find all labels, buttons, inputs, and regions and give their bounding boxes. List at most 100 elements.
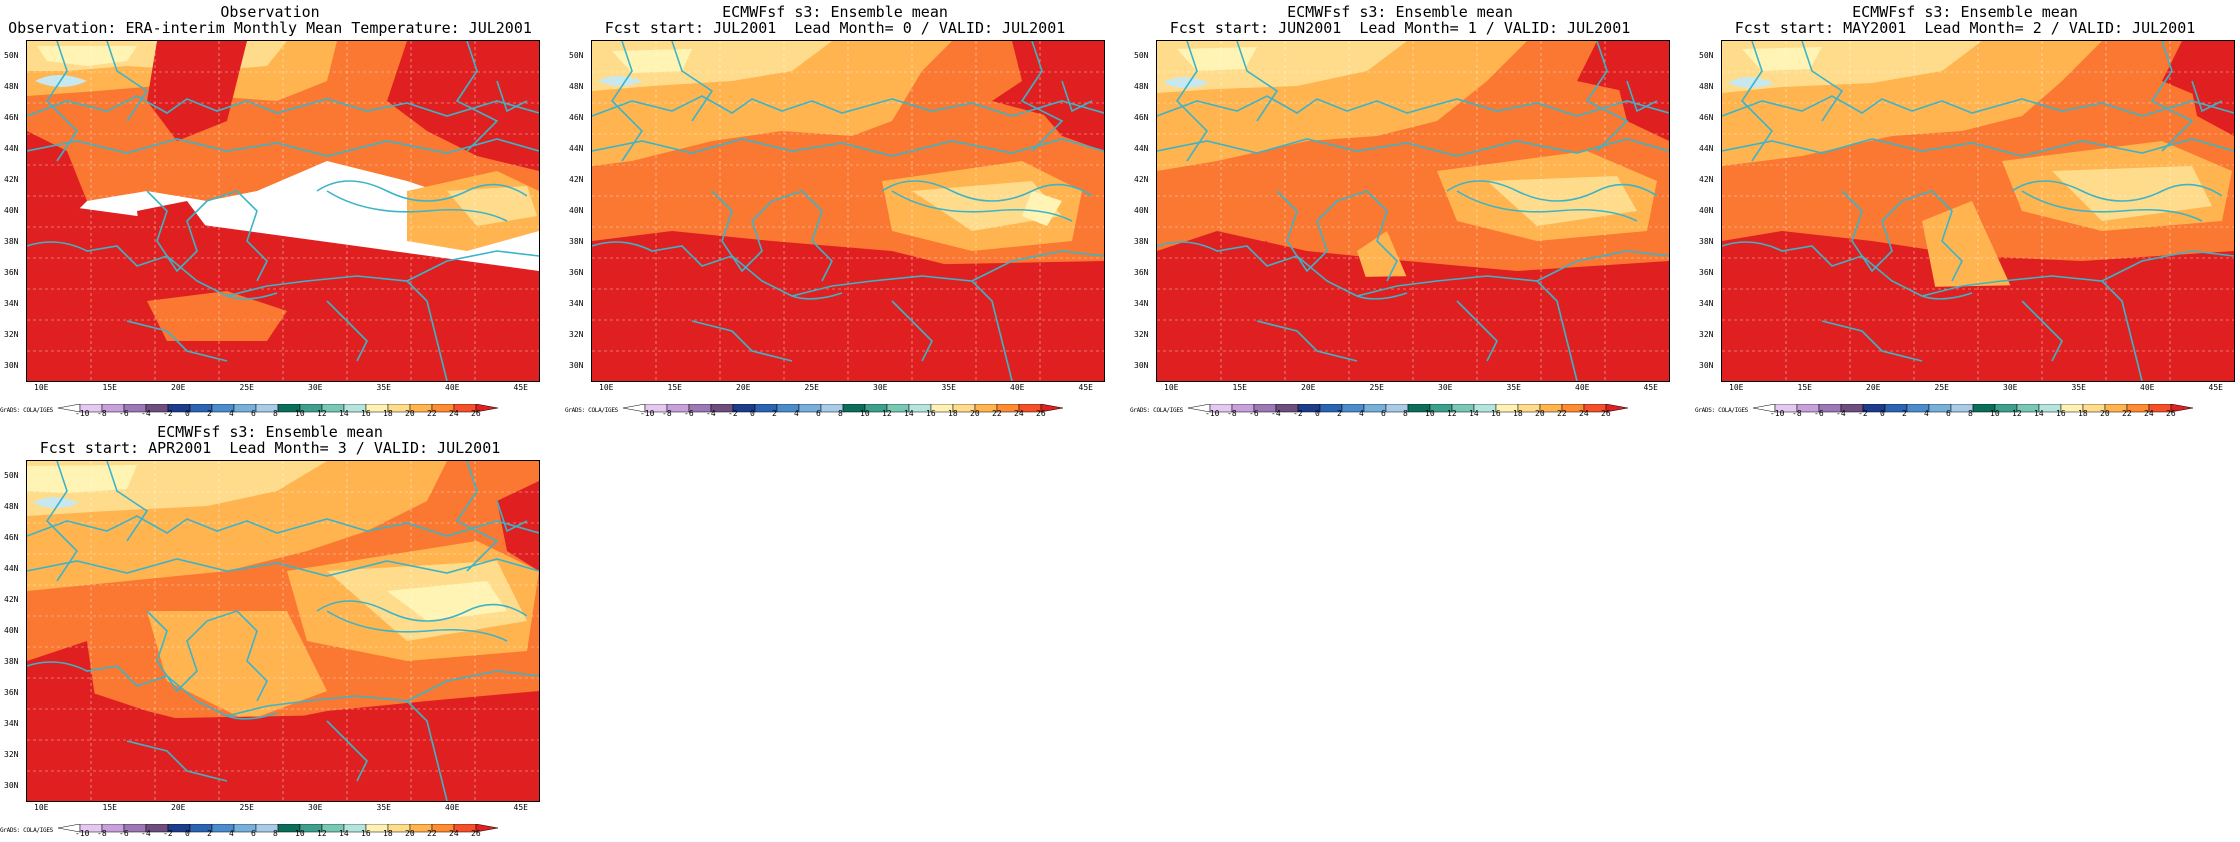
coastline [1020, 41, 1064, 152]
coastline [455, 461, 499, 572]
coastline [27, 661, 539, 717]
colorbar-tick-label: -6 [684, 409, 694, 418]
coastline [226, 292, 278, 300]
colorbar-tick-label: 26 [1601, 409, 1611, 418]
lon-label: 25E [804, 383, 819, 392]
colorbar-tick-label: 0 [1315, 409, 1320, 418]
colorbar-tick-label: 20 [405, 409, 415, 418]
coastline [881, 180, 1093, 202]
colorbar-tick-label: 2 [207, 409, 212, 418]
temperature-contour [387, 581, 507, 621]
temperature-contour [147, 41, 247, 141]
lat-label: 46N [4, 113, 19, 122]
colorbar-tick-label: 8 [273, 829, 278, 838]
colorbar-tick-label: 10 [860, 409, 870, 418]
panel-subtitle: Fcst start: JUN2001 Lead Month= 1 / VALI… [1169, 19, 1631, 37]
lat-label: 34N [4, 719, 19, 728]
lon-label: 25E [239, 803, 254, 812]
colorbar-tick-label: 18 [1513, 409, 1523, 418]
map-panel: ECMWFsf s3: Ensemble mean Fcst start: MAY… [1695, 0, 2235, 420]
lat-label: 48N [1134, 82, 1149, 91]
colorbar-tick-label: 0 [185, 409, 190, 418]
colorbar [57, 823, 499, 837]
colorbar-tick-label: 22 [2122, 409, 2132, 418]
colorbar-swatch [475, 823, 499, 833]
lat-label: 34N [4, 299, 19, 308]
temperature-contour [27, 641, 97, 721]
colorbar-tick-label: -4 [706, 409, 716, 418]
colorbar-tick-label: 22 [1557, 409, 1567, 418]
coastline [326, 720, 368, 782]
coastline [1626, 80, 1658, 113]
colorbar-tick-label: 8 [1968, 409, 1973, 418]
colorbar-tick-label: 16 [926, 409, 936, 418]
colorbar-tick-label: 18 [383, 409, 393, 418]
panel-title: ECMWFsf s3: Ensemble mean [157, 423, 383, 441]
colorbar-tick-label: 10 [295, 409, 305, 418]
coastline [27, 558, 539, 577]
lat-label: 42N [4, 595, 19, 604]
lat-label: 36N [1699, 268, 1714, 277]
lon-label: 20E [171, 803, 186, 812]
colorbar-tick-label: -6 [1249, 409, 1259, 418]
colorbar-tick-label: 20 [1535, 409, 1545, 418]
temperature-contour [147, 291, 287, 341]
lat-label: 46N [569, 113, 584, 122]
coastline [326, 610, 508, 642]
colorbar-credit: GrADS: COLA/IGES [1130, 407, 1183, 414]
lat-label: 36N [4, 268, 19, 277]
colorbar-tick-label: 6 [251, 409, 256, 418]
temperature-contour [33, 497, 79, 508]
colorbar-tick-label: 20 [405, 829, 415, 838]
lon-label: 10E [34, 383, 49, 392]
lat-label: 46N [1134, 113, 1149, 122]
coastline [711, 190, 773, 273]
temperature-contour [387, 41, 539, 171]
colorbar-tick-label: 10 [1425, 409, 1435, 418]
colorbar-tick-label: -4 [141, 409, 151, 418]
colorbar [57, 403, 499, 417]
lon-label: 30E [308, 803, 323, 812]
colorbar-tick-label: -10 [1770, 409, 1785, 418]
coastline [1446, 180, 1658, 202]
lat-label: 48N [1699, 82, 1714, 91]
lon-label: 45E [513, 803, 528, 812]
coastline [1841, 190, 1903, 273]
colorbar-tick-label: 14 [339, 409, 349, 418]
coastline [1536, 280, 1578, 381]
lon-label: 20E [171, 383, 186, 392]
temperature-map [592, 41, 1104, 381]
coastline [592, 95, 1104, 117]
lat-label: 32N [1699, 330, 1714, 339]
lon-label: 35E [941, 383, 956, 392]
colorbar [1187, 403, 1629, 417]
colorbar-tick-label: 2 [772, 409, 777, 418]
colorbar-tick-label: 0 [1880, 409, 1885, 418]
coastline [126, 320, 228, 362]
lon-label: 30E [873, 383, 888, 392]
coastline [1061, 80, 1093, 113]
lat-label: 38N [4, 657, 19, 666]
coastline [1175, 41, 1209, 162]
coastline [27, 241, 539, 297]
colorbar-tick-label: 2 [207, 829, 212, 838]
colorbar-tick-label: 10 [1990, 409, 2000, 418]
lat-label: 30N [1699, 361, 1714, 370]
coastline [496, 80, 528, 113]
coastline [1722, 95, 2234, 117]
lat-label: 38N [1134, 237, 1149, 246]
lon-label: 25E [239, 383, 254, 392]
temperature-map [27, 41, 539, 381]
panel-title: ECMWFsf s3: Ensemble mean [722, 3, 948, 21]
colorbar-tick-label: -4 [1271, 409, 1281, 418]
lat-label: 40N [569, 206, 584, 215]
temperature-contour [137, 201, 217, 301]
colorbar-credit: GrADS: COLA/IGES [0, 827, 53, 834]
coastline [27, 515, 539, 537]
lat-label: 48N [569, 82, 584, 91]
coastline [1157, 95, 1669, 117]
lat-label: 34N [1699, 299, 1714, 308]
map-area [591, 40, 1105, 382]
colorbar-tick-label: -8 [1792, 409, 1802, 418]
coastline [27, 95, 539, 117]
